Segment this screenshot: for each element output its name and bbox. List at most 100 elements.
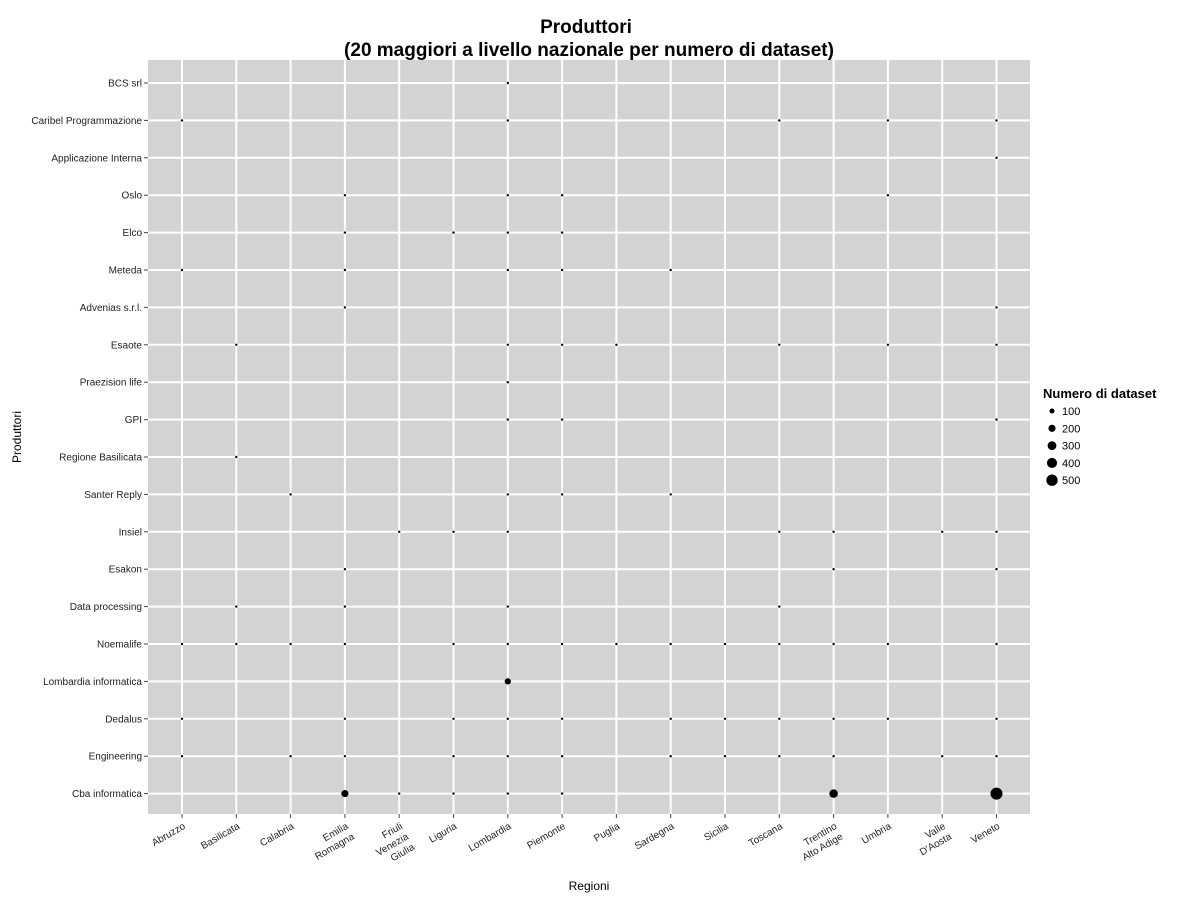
point-santer-reply-calabria [289,493,292,496]
point-oslo-piemonte [560,194,564,197]
y-tick-label-gpi: GPI [125,415,142,426]
chart-title: Produttori [540,17,632,38]
y-tick-label-data-processing: Data processing [70,602,142,613]
point-dedalus-piemonte [560,717,564,720]
point-noemalife-sicilia [723,642,727,646]
legend-title: Numero di dataset [1043,386,1157,401]
point-meteda-lombardia [506,268,509,272]
legend-key-200 [1048,424,1056,432]
point-noemalife-puglia [615,642,618,646]
point-dedalus-toscana [778,717,781,720]
x-tick-label-friuli-venezia-giulia: FriuliVeneziaGiulia [368,821,417,869]
legend-key-500 [1046,474,1058,486]
point-engineering-valle-d-aosta [941,755,944,758]
legend: Numero di dataset 100 200 300 400 500 [1043,386,1157,487]
point-bcs-srl-lombardia [506,81,509,85]
legend-key-300 [1047,441,1057,450]
x-tick-label-abruzzo: Abruzzo [150,821,188,849]
point-cba-informatica-piemonte [560,792,564,795]
legend-label-300: 300 [1062,441,1080,453]
point-dedalus-liguria [452,717,455,720]
point-engineering-piemonte [560,755,564,758]
point-esakon-emilia-romagna [343,568,347,571]
point-dedalus-sardegna [669,717,672,720]
point-advenias-s-r-l-veneto [995,306,998,309]
point-engineering-calabria [289,755,292,758]
point-esaote-toscana [778,343,781,346]
point-noemalife-umbria [886,642,890,646]
point-dedalus-emilia-romagna [343,717,347,720]
point-insiel-lombardia [506,530,509,533]
point-esaote-puglia [615,343,618,346]
x-axis-title: Regioni [569,879,610,893]
point-dedalus-trentino-alto-adige [832,717,835,720]
point-oslo-emilia-romagna [343,194,347,197]
data-points [180,81,1003,800]
chart-subtitle: (20 maggiori a livello nazionale per num… [344,40,834,61]
point-santer-reply-sardegna [669,493,672,496]
x-tick-label-lombardia: Lombardia [467,821,514,854]
point-noemalife-liguria [452,642,455,646]
point-applicazione-interna-veneto [995,156,998,159]
x-tick-label-umbria: Umbria [860,821,894,847]
point-engineering-sardegna [669,755,672,758]
point-engineering-emilia-romagna [343,755,347,758]
point-gpi-veneto [995,418,998,421]
y-tick-label-noemalife: Noemalife [97,640,142,651]
point-meteda-emilia-romagna [343,268,347,272]
point-engineering-abruzzo [180,755,184,758]
point-cba-informatica-trentino-alto-adige [829,789,838,798]
y-tick-label-lombardia-informatica: Lombardia informatica [43,677,142,688]
x-tick-label-toscana: Toscana [747,821,785,849]
point-dedalus-veneto [995,717,998,720]
x-tick-label-sardegna: Sardegna [633,821,676,852]
point-oslo-umbria [886,194,890,197]
point-engineering-toscana [778,755,781,758]
y-tick-label-oslo: Oslo [121,191,142,202]
x-axis-ticks: Abruzzo Basilicata Calabria EmiliaRomagna Fr… [150,814,1002,869]
x-tick-label-emilia-romagna: EmiliaRomagna [307,821,356,863]
point-gpi-piemonte [560,418,564,421]
x-tick-label-sicilia: Sicilia [702,821,730,844]
point-cba-informatica-liguria [452,792,455,795]
point-insiel-veneto [995,530,998,533]
point-engineering-lombardia [506,755,509,758]
point-dedalus-abruzzo [180,717,184,720]
x-tick-label-calabria: Calabria [258,821,296,849]
point-noemalife-trentino-alto-adige [832,642,835,646]
point-noemalife-emilia-romagna [343,642,347,646]
y-tick-label-bcs-srl: BCS srl [108,79,142,90]
point-noemalife-veneto [995,642,998,646]
point-insiel-trentino-alto-adige [832,530,835,533]
point-lombardia-informatica-lombardia [504,678,511,685]
point-noemalife-sardegna [669,642,672,646]
point-engineering-veneto [995,755,998,758]
point-cba-informatica-emilia-romagna [341,790,349,798]
point-insiel-friuli-venezia-giulia [398,530,401,533]
point-meteda-sardegna [669,268,672,272]
point-esaote-lombardia [506,343,509,346]
point-elco-liguria [452,231,455,234]
y-tick-label-elco: Elco [123,228,143,239]
point-esaote-umbria [886,343,890,346]
point-elco-emilia-romagna [343,231,347,234]
point-noemalife-abruzzo [180,642,184,646]
y-tick-label-meteda: Meteda [109,266,143,277]
point-praezision-life-lombardia [506,381,509,384]
point-cba-informatica-lombardia [506,792,509,795]
x-tick-label-basilicata: Basilicata [199,821,242,852]
legend-label-500: 500 [1062,475,1080,487]
point-noemalife-toscana [778,642,781,646]
y-tick-label-cba-informatica: Cba informatica [72,789,142,800]
point-advenias-s-r-l-emilia-romagna [343,306,347,309]
point-esakon-veneto [995,568,998,571]
grid-lines [148,60,1030,814]
point-noemalife-calabria [289,642,292,646]
point-dedalus-umbria [886,717,890,720]
point-esaote-veneto [995,343,998,346]
plot-panel [148,60,1030,814]
y-tick-label-esakon: Esakon [109,565,142,576]
point-dedalus-lombardia [506,717,509,720]
y-axis-ticks: BCS srl Caribel Programmazione Applicazion… [31,79,148,800]
x-tick-label-trentino-alto-adige: TrentinoAlto Adige [795,821,846,864]
